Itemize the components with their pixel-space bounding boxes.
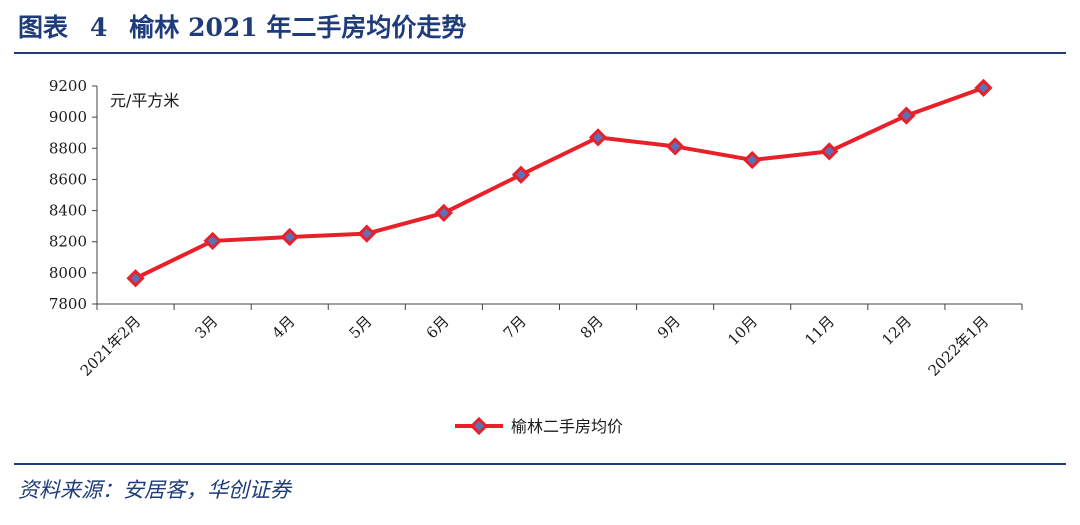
data-point: [511, 165, 531, 184]
legend: 榆林二手房均价: [455, 416, 623, 436]
y-tick-label: 7800: [49, 295, 87, 313]
data-point: [588, 128, 608, 147]
y-tick-label: 8400: [49, 202, 87, 220]
legend-marker-swatch: [469, 416, 489, 436]
y-tick-label: 8800: [49, 139, 87, 157]
y-unit-label: 元/平方米: [110, 91, 179, 110]
data-point: [434, 203, 453, 223]
source-note: 资料来源：安居客，华创证券: [18, 478, 291, 502]
x-axis: 2021年2月 3月 4月 5月 6月 7月 8月 9月 10月 11月 12月 2022年1月: [77, 303, 1023, 380]
y-tick-label: 9000: [49, 108, 87, 126]
data-point: [126, 269, 145, 288]
x-tick-label: 8月: [577, 312, 607, 342]
legend-label: 榆林二手房均价: [511, 417, 623, 436]
x-tick-label: 9月: [654, 312, 684, 342]
x-tick-label: 11月: [801, 312, 838, 349]
data-point: [897, 106, 916, 125]
x-tick-label: 3月: [191, 312, 221, 342]
x-tick-label: 4月: [268, 312, 298, 342]
data-point: [666, 137, 685, 156]
x-tick-label: 7月: [500, 312, 530, 342]
x-tick-label: 12月: [878, 312, 915, 349]
figure-label: 图表: [18, 13, 69, 42]
x-tick-label: 10月: [724, 312, 761, 349]
data-point: [280, 227, 299, 247]
y-axis: 7800 8000 8200 8400 8600 8800 9000 9200: [49, 77, 98, 313]
series-line: [134, 85, 985, 281]
y-tick-label: 9200: [49, 77, 87, 95]
data-point: [203, 231, 222, 251]
x-tick-label: 5月: [346, 312, 376, 342]
x-tick-label: 2022年1月: [925, 312, 993, 380]
figure-title: 图表 4 榆林 2021 年二手房均价走势: [18, 8, 466, 44]
source-divider: [14, 463, 1066, 465]
x-tick-label: 2021年2月: [77, 312, 145, 380]
data-point: [357, 224, 376, 243]
data-point: [820, 142, 839, 161]
data-point: [974, 78, 993, 97]
data-point: [743, 150, 762, 170]
figure-title-text: 榆林 2021 年二手房均价走势: [129, 13, 467, 42]
figure-number: 4: [90, 13, 108, 42]
y-tick-label: 8000: [49, 264, 87, 282]
y-tick-label: 8600: [49, 170, 87, 188]
series-layer: [126, 78, 993, 288]
x-tick-label: 6月: [423, 312, 453, 342]
title-divider: [14, 52, 1066, 54]
y-tick-label: 8200: [49, 233, 87, 251]
